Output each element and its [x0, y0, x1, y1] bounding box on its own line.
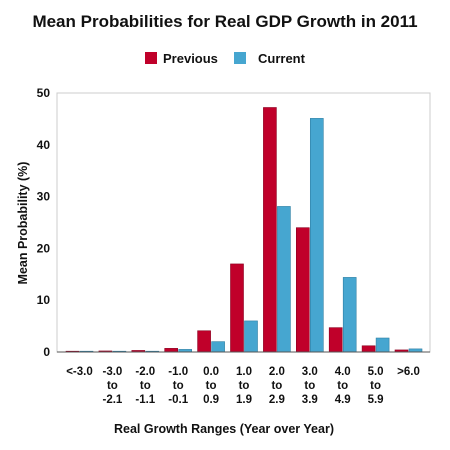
y-axis-ticks: 0 10 20 30 40 50 [37, 86, 51, 359]
y-tick-label: 0 [43, 345, 50, 359]
chart-title: Mean Probabilities for Real GDP Growth i… [32, 12, 417, 31]
x-category-label: <-3.0 [66, 366, 93, 378]
y-tick-label: 30 [37, 190, 51, 204]
legend-swatch-previous [145, 52, 157, 64]
y-tick-label: 20 [37, 241, 51, 255]
bar-previous-9 [361, 345, 376, 353]
y-axis-label: Mean Probability (%) [16, 162, 30, 285]
bar-current-4 [211, 341, 225, 353]
bar-current-9 [375, 337, 390, 353]
y-tick-label: 10 [37, 293, 51, 307]
x-category-label: 1.0 to 1.9 [236, 366, 252, 406]
x-category-label: 2.0 to 2.9 [269, 366, 285, 406]
legend-swatch-current [234, 52, 246, 64]
bars [65, 107, 423, 353]
y-tick-label: 40 [37, 138, 51, 152]
bar-previous-4 [197, 330, 211, 353]
bar-current-6 [277, 206, 291, 353]
y-tick-label: 50 [37, 86, 51, 100]
x-category-label: 4.0 to 4.9 [335, 366, 351, 406]
bar-previous-5 [230, 263, 244, 353]
bar-previous-3 [164, 348, 178, 353]
x-category-label: -2.0 to -1.1 [135, 366, 155, 406]
x-category-label: 3.0 to 3.9 [302, 366, 318, 406]
bar-current-7 [309, 118, 324, 353]
x-axis-category-labels: <-3.0 -3.0 to -2.1 -2.0 to -1.1 -1.0 to -0.1 0.0 to… [66, 366, 420, 406]
bar-previous-7 [295, 227, 310, 353]
x-category-label: 0.0 to 0.9 [203, 366, 219, 406]
x-category-label: 5.0 to 5.9 [368, 366, 384, 406]
bar-current-8 [342, 277, 357, 353]
x-category-label: -3.0 to -2.1 [102, 366, 122, 406]
legend-label-previous: Previous [163, 51, 218, 66]
x-category-label: >6.0 [397, 366, 420, 378]
x-category-label: -1.0 to -0.1 [168, 366, 188, 406]
bar-current-5 [244, 320, 258, 353]
bar-previous-6 [263, 107, 277, 353]
x-axis-label: Real Growth Ranges (Year over Year) [114, 422, 334, 436]
legend-label-current: Current [258, 51, 306, 66]
bar-previous-8 [328, 327, 343, 353]
legend: Previous Current [145, 51, 306, 66]
